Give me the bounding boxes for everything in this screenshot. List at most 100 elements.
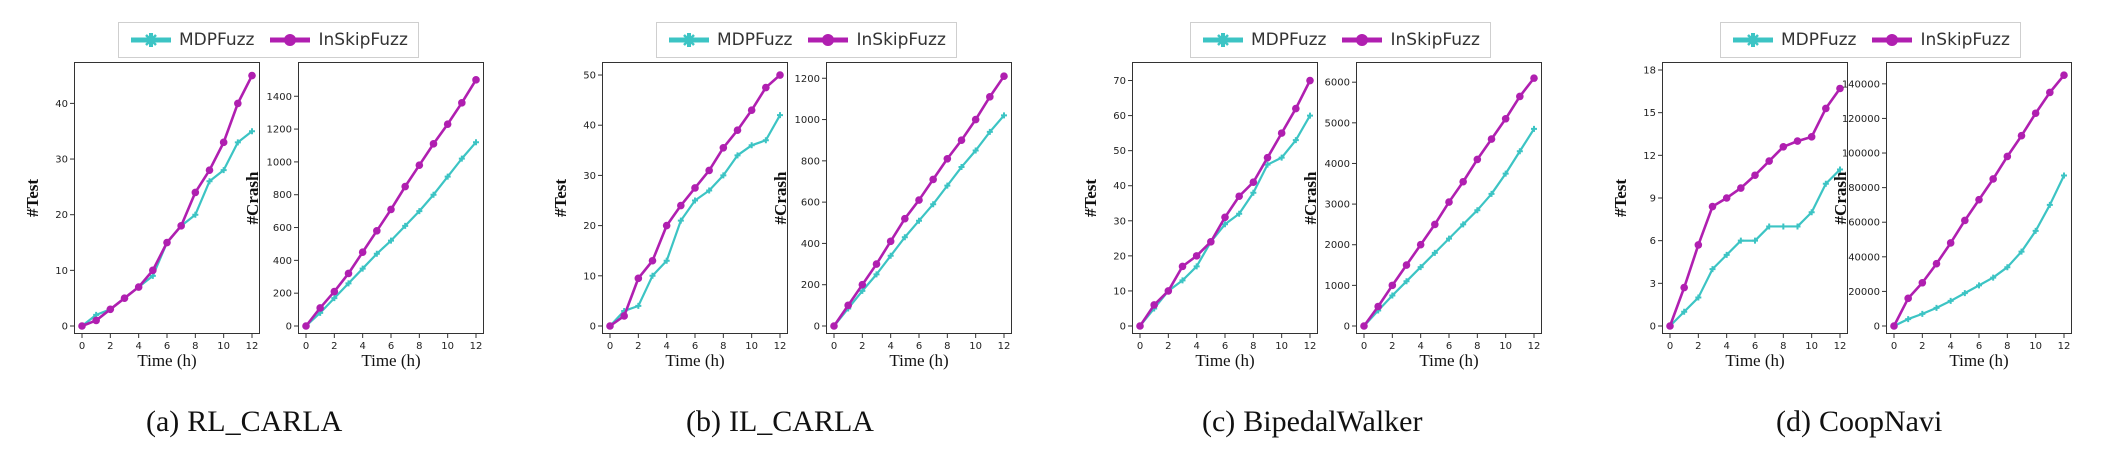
data-point-inskipfuzz — [330, 287, 339, 296]
legend-item-inskipfuzz: InSkipFuzz — [806, 30, 946, 50]
data-point-mdpfuzz — [1808, 209, 1815, 216]
subfigure-caption: (c) BipedalWalker — [1202, 405, 1430, 439]
data-point-inskipfuzz — [106, 305, 115, 314]
data-point-mdpfuzz — [1822, 180, 1829, 187]
data-point-mdpfuzz — [887, 252, 894, 259]
data-point-mdpfuzz — [692, 197, 698, 204]
y-axis-title: #Test — [23, 179, 42, 217]
data-point-inskipfuzz — [1932, 259, 1941, 268]
data-point-inskipfuzz — [344, 269, 353, 278]
y-tick-label: 1400 — [267, 92, 292, 103]
plot-d-test: 0 2 4 6 8 10 12 0 3 6 9 12 15 18 Time (h) #Test — [1611, 62, 1848, 370]
data-point-mdpfuzz — [1264, 161, 1271, 168]
data-point-mdpfuzz — [1766, 223, 1773, 230]
series-line-inskipfuzz — [81, 74, 254, 328]
x-tick-label: 10 — [1499, 341, 1512, 352]
data-point-mdpfuzz — [416, 208, 423, 215]
data-point-inskipfuzz — [358, 248, 367, 256]
data-point-inskipfuzz — [472, 76, 480, 84]
data-point-mdpfuzz — [1502, 170, 1509, 177]
y-tick-label: 5000 — [1325, 118, 1350, 129]
x-tick-label: 6 — [692, 341, 698, 352]
data-point-inskipfuzz — [373, 227, 381, 235]
data-point-inskipfuzz — [762, 83, 770, 92]
data-point-inskipfuzz — [691, 184, 699, 192]
data-point-inskipfuzz — [387, 205, 395, 214]
data-point-inskipfuzz — [1989, 175, 1997, 183]
data-point-inskipfuzz — [844, 301, 852, 310]
y-tick-label: 40000 — [1848, 252, 1880, 263]
data-point-inskipfuzz — [2003, 152, 2012, 161]
y-tick-label: 20 — [55, 210, 68, 221]
data-point-mdpfuzz — [1709, 266, 1716, 273]
data-point-inskipfuzz — [1779, 143, 1788, 151]
data-point-mdpfuzz — [192, 211, 199, 218]
y-tick-label: 4000 — [1325, 159, 1350, 170]
x-tick-label: 0 — [831, 341, 837, 352]
data-point-inskipfuzz — [401, 182, 409, 191]
data-point-mdpfuzz — [331, 295, 338, 302]
data-point-inskipfuzz — [1164, 287, 1173, 295]
y-tick-label: 9 — [1650, 194, 1656, 205]
x-tick-label: 6 — [164, 341, 170, 352]
data-point-inskipfuzz — [1136, 322, 1144, 330]
data-point-mdpfuzz — [1431, 249, 1438, 256]
x-axis-title: Time (h) — [137, 351, 196, 370]
legend-item-mdpfuzz: MDPFuzz — [1201, 30, 1326, 50]
data-point-inskipfuzz — [1150, 301, 1158, 309]
data-point-inskipfuzz — [429, 140, 438, 148]
x-tick-label: 4 — [1947, 341, 1953, 352]
data-point-inskipfuzz — [1793, 137, 1802, 145]
data-point-mdpfuzz — [1446, 235, 1452, 242]
y-tick-label: 1000 — [795, 115, 820, 126]
caption-name: IL_CARLA — [728, 405, 874, 438]
data-point-mdpfuzz — [1976, 282, 1982, 289]
data-point-inskipfuzz — [886, 237, 895, 246]
data-point-inskipfuzz — [191, 188, 200, 197]
x-tick-label: 2 — [1695, 341, 1701, 352]
data-point-mdpfuzz — [458, 155, 465, 162]
legend-item-inskipfuzz: InSkipFuzz — [1870, 30, 2010, 50]
data-point-inskipfuzz — [1207, 238, 1215, 246]
y-tick-label: 10 — [55, 266, 68, 277]
data-point-mdpfuzz — [1292, 137, 1299, 144]
y-tick-label: 40 — [583, 121, 596, 132]
y-tick-label: 100000 — [1842, 149, 1880, 160]
x-axis-title: Time (h) — [1419, 351, 1478, 370]
y-tick-label: 120000 — [1842, 114, 1880, 125]
data-point-inskipfuzz — [858, 280, 867, 289]
cross-marker-icon — [1203, 33, 1243, 47]
y-tick-label: 1200 — [267, 125, 292, 136]
y-tick-label: 60 — [1113, 111, 1126, 122]
legend-item-mdpfuzz: MDPFuzz — [1731, 30, 1856, 50]
data-point-mdpfuzz — [1752, 237, 1758, 244]
data-point-mdpfuzz — [958, 164, 965, 171]
data-point-inskipfuzz — [901, 214, 909, 223]
data-point-inskipfuzz — [662, 221, 671, 230]
y-tick-label: 800 — [801, 156, 820, 167]
x-tick-label: 0 — [1667, 341, 1673, 352]
y-tick-label: 600 — [801, 198, 820, 209]
data-point-mdpfuzz — [473, 139, 479, 146]
cross-marker-icon — [1733, 33, 1773, 47]
x-axis-title: Time (h) — [889, 351, 948, 370]
data-point-inskipfuzz — [1000, 72, 1008, 80]
data-point-inskipfuzz — [1192, 252, 1201, 260]
circle-marker-icon — [1872, 34, 1913, 46]
data-point-inskipfuzz — [1918, 278, 1927, 287]
data-point-mdpfuzz — [2004, 264, 2011, 271]
x-tick-label: 8 — [720, 341, 726, 352]
x-tick-label: 10 — [745, 341, 758, 352]
y-tick-label: 1000 — [1325, 281, 1350, 292]
x-axis-title: Time (h) — [665, 351, 724, 370]
x-tick-label: 12 — [1834, 341, 1847, 352]
data-point-inskipfuzz — [971, 115, 980, 124]
data-point-inskipfuzz — [134, 283, 143, 291]
data-point-inskipfuzz — [1402, 261, 1411, 269]
data-point-mdpfuzz — [677, 217, 684, 224]
data-point-inskipfuzz — [2017, 131, 2026, 140]
data-point-mdpfuzz — [430, 191, 437, 198]
data-point-inskipfuzz — [2060, 71, 2068, 79]
data-point-mdpfuzz — [706, 187, 713, 194]
data-point-mdpfuzz — [1531, 125, 1537, 132]
